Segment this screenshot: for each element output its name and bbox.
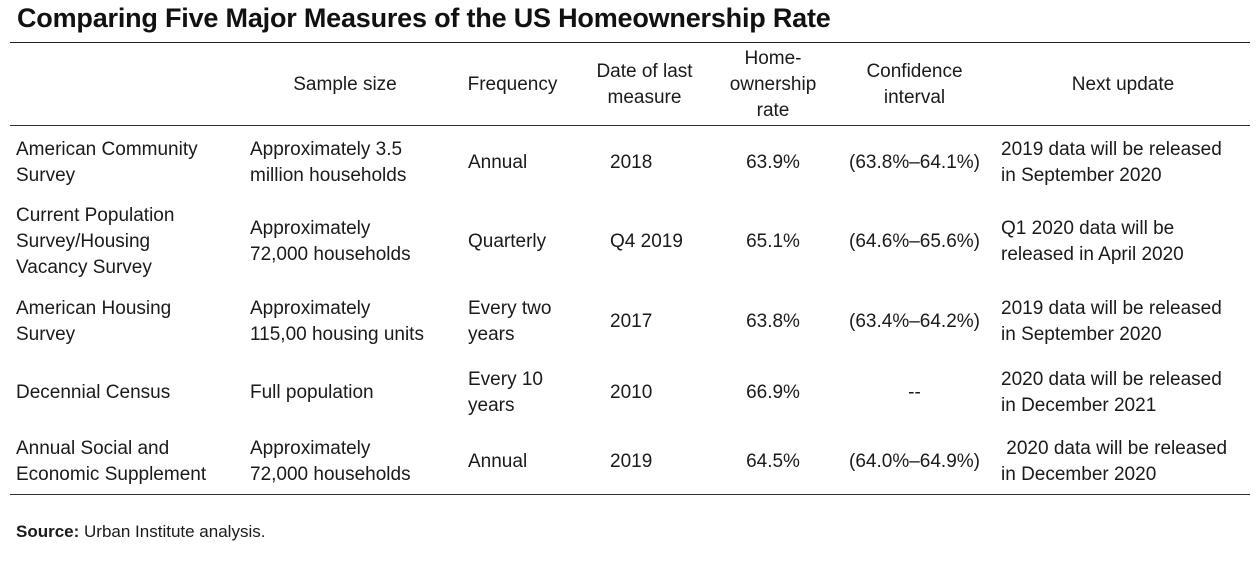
row-1-sample-size: Approximately 3.5 million households [250, 139, 407, 186]
row-4-name: Decennial Census [16, 382, 171, 403]
row-5-frequency: Annual [468, 451, 528, 472]
row-3-rate: 63.8% [746, 311, 800, 332]
source-label: Source: [16, 522, 80, 541]
row-4-date: 2010 [610, 382, 653, 403]
row-3-name: American Housing Survey [16, 298, 172, 345]
row-5-confidence-interval: (64.0%–64.9%) [849, 451, 980, 472]
row-5-sample-size: Approximately 72,000 households [250, 438, 411, 485]
row-5-rate: 64.5% [746, 451, 800, 472]
top-rule [10, 42, 1250, 43]
header-date-of-last-measure: Date of last measure [596, 61, 693, 108]
row-1-date: 2018 [610, 152, 653, 173]
header-rule [10, 125, 1250, 126]
row-5-date: 2019 [610, 451, 653, 472]
row-1-rate: 63.9% [746, 152, 800, 173]
source-note: Source: Urban Institute analysis. [16, 520, 265, 544]
row-2-sample-size: Approximately 72,000 households [250, 218, 411, 265]
source-text: Urban Institute analysis. [79, 522, 266, 541]
row-3-confidence-interval: (63.4%–64.2%) [849, 311, 980, 332]
row-5-name: Annual Social and Economic Supplement [16, 438, 207, 485]
row-1-next-update: 2019 data will be released in September … [1001, 139, 1222, 186]
row-1-name: American Community Survey [16, 139, 198, 186]
header-sample-size: Sample size [293, 74, 397, 95]
row-2-frequency: Quarterly [468, 231, 547, 252]
row-4-rate: 66.9% [746, 382, 800, 403]
row-3-frequency: Every two years [468, 298, 552, 345]
row-4-sample-size: Full population [250, 382, 374, 403]
row-4-next-update: 2020 data will be released in December 2… [1001, 369, 1222, 416]
bottom-rule [10, 494, 1250, 495]
row-2-rate: 65.1% [746, 231, 800, 252]
header-next-update: Next update [1071, 74, 1175, 95]
row-1-frequency: Annual [468, 152, 528, 173]
page-title: Comparing Five Major Measures of the US … [17, 3, 831, 33]
row-2-confidence-interval: (64.6%–65.6%) [849, 231, 980, 252]
row-5-next-update: 2020 data will be released in December 2… [1001, 438, 1228, 485]
header-confidence-interval: Confidence interval [866, 61, 963, 108]
row-2-date: Q4 2019 [610, 231, 683, 252]
header-homeownership-rate: Home- ownership rate [729, 48, 817, 121]
row-3-next-update: 2019 data will be released in September … [1001, 298, 1222, 345]
row-3-date: 2017 [610, 311, 653, 332]
row-2-name: Current Population Survey/Housing Vacanc… [16, 205, 175, 278]
row-3-sample-size: Approximately 115,00 housing units [250, 298, 424, 345]
row-1-confidence-interval: (63.8%–64.1%) [849, 152, 980, 173]
row-4-frequency: Every 10 years [468, 369, 543, 416]
header-frequency: Frequency [467, 74, 558, 95]
row-2-next-update: Q1 2020 data will be released in April 2… [1001, 218, 1184, 265]
row-4-confidence-interval: -- [908, 382, 921, 403]
